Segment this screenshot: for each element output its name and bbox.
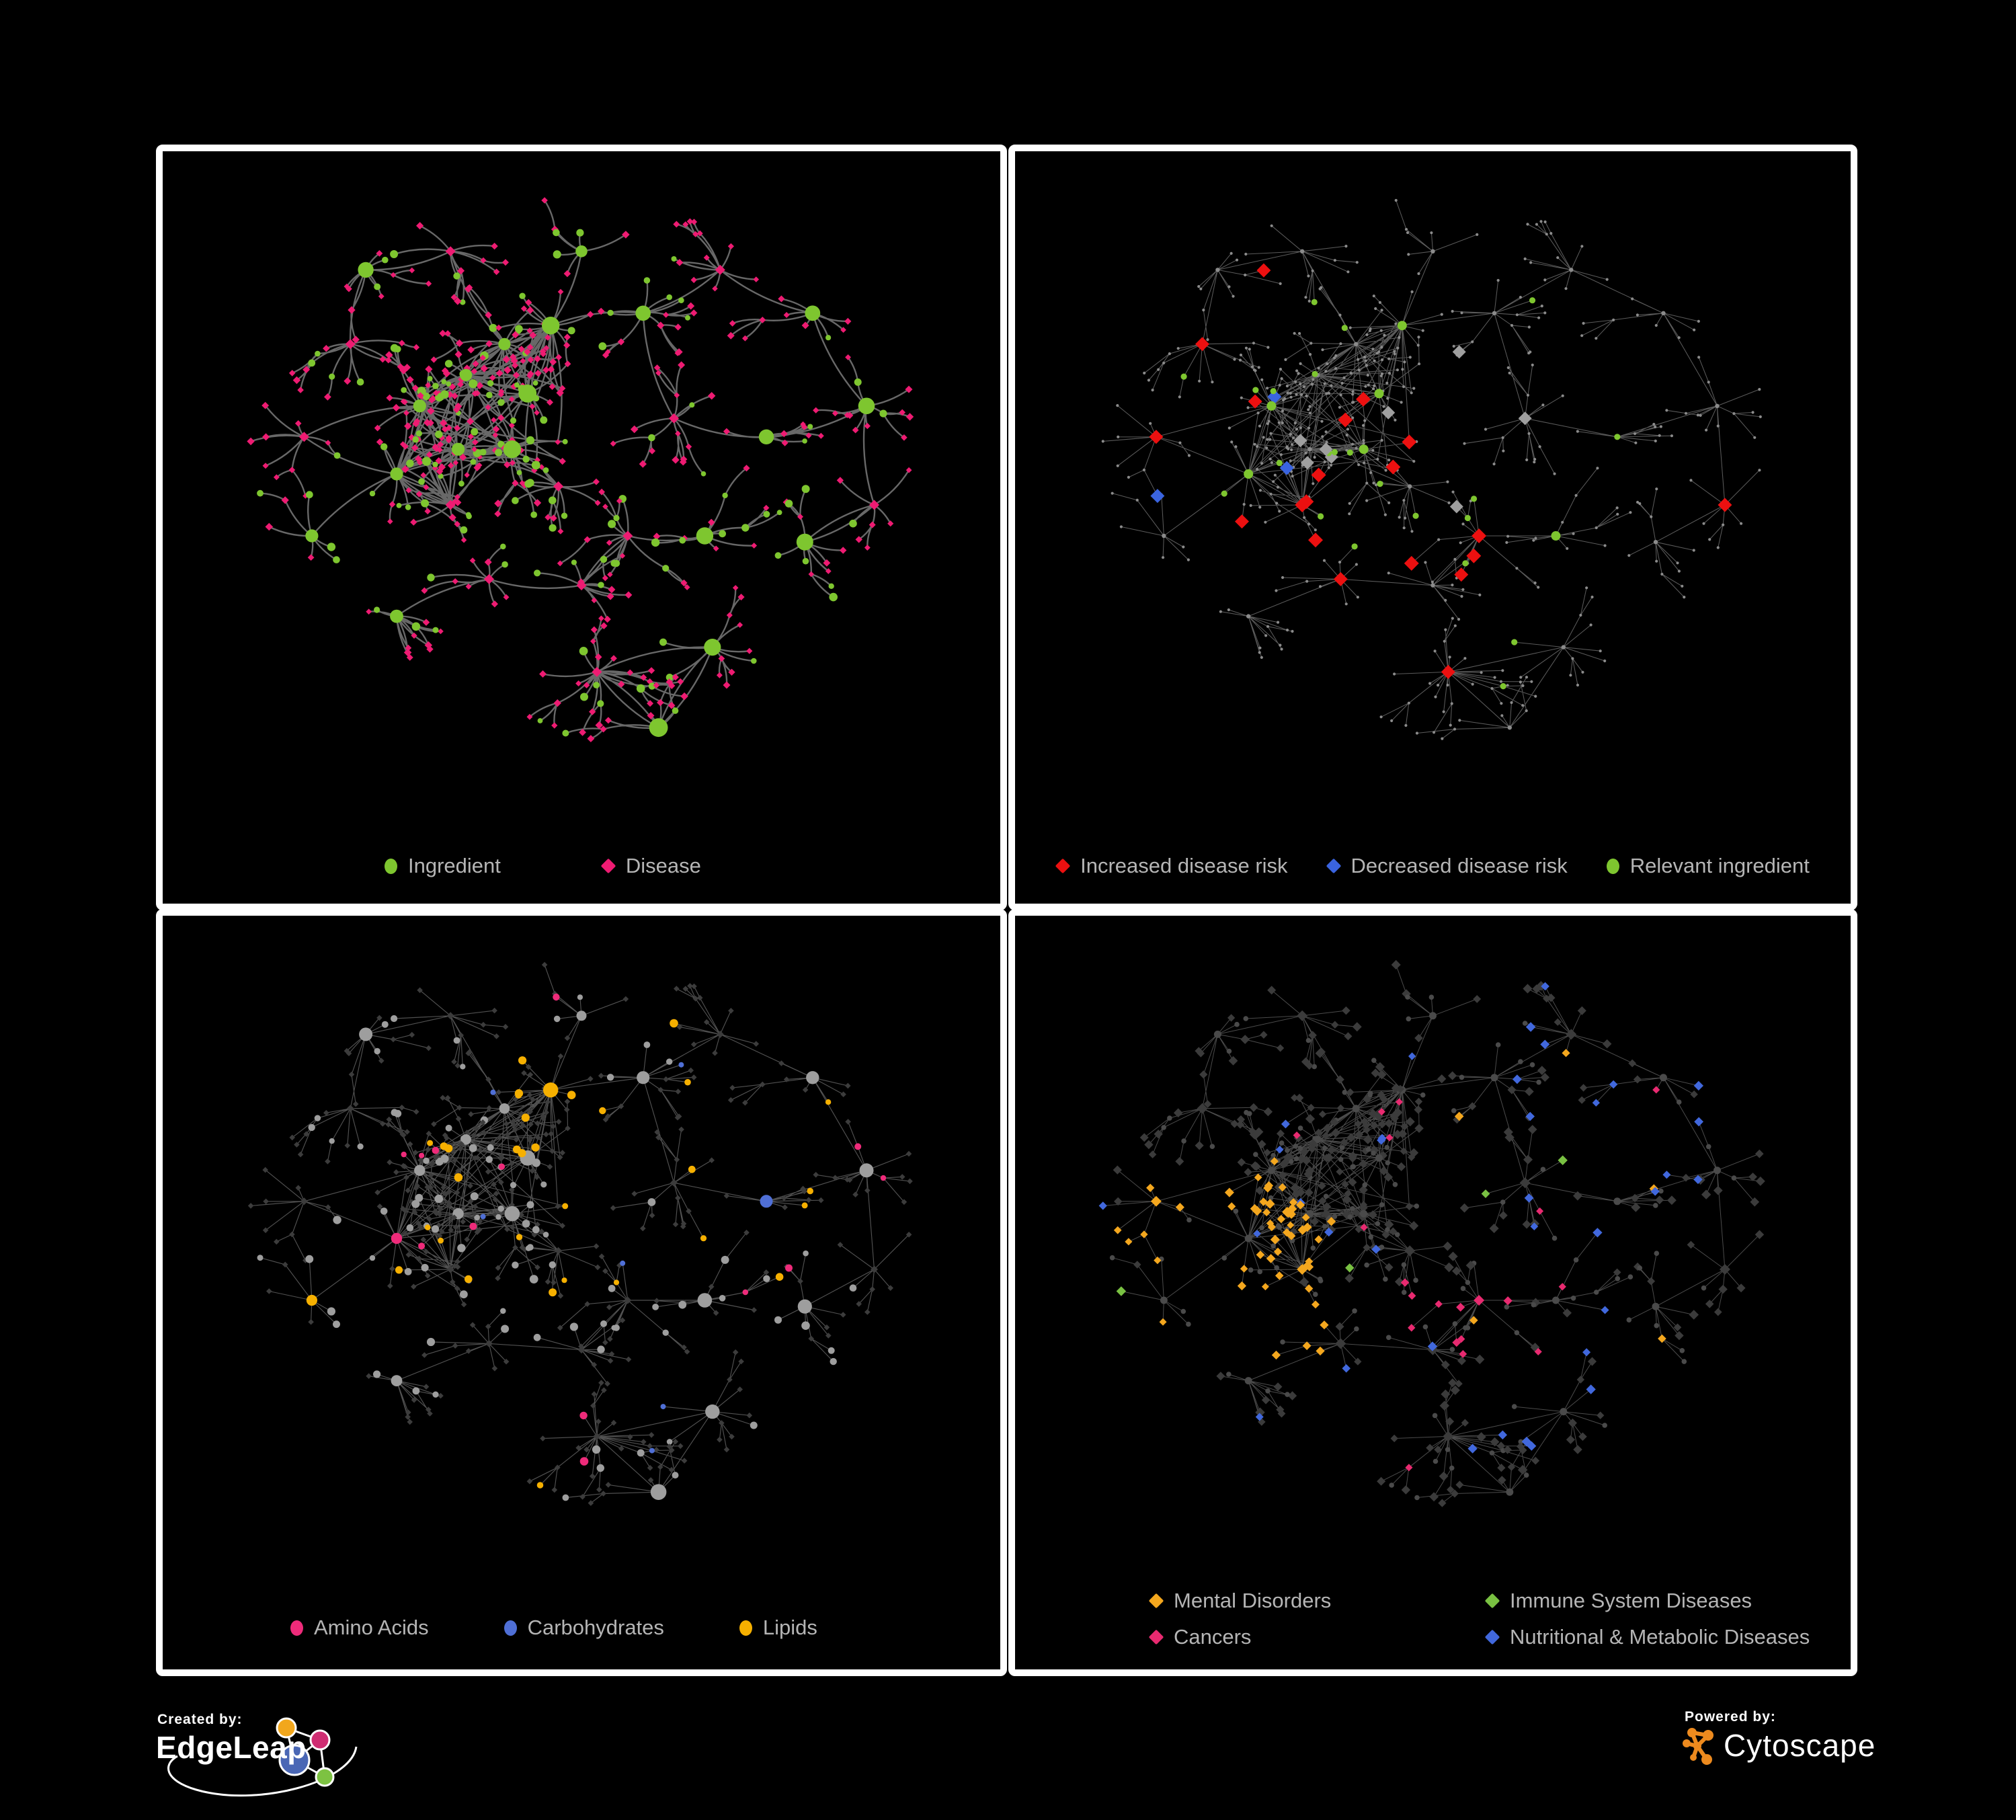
diamond-swatch: [600, 858, 616, 874]
diamond-swatch: [1484, 1593, 1500, 1609]
diamond-swatch: [1148, 1593, 1164, 1609]
legend-label: Carbohydrates: [527, 1616, 664, 1639]
legend-item-ingredient: Ingredient: [385, 854, 501, 878]
network-highlight-nodes: [306, 993, 887, 1489]
legend-label: Relevant ingredient: [1629, 854, 1810, 877]
legend-disease-risk: Increased disease risk Decreased disease …: [1015, 854, 1851, 878]
legend-label: Mental Disorders: [1174, 1589, 1332, 1612]
network-graph-disease-classes: [1098, 959, 1765, 1507]
network-edges: [250, 200, 910, 740]
powered-by-label: Powered by:: [1685, 1709, 1776, 1725]
legend-item-immune-system-diseases: Immune System Diseases: [1484, 1589, 1851, 1613]
legend-label: Immune System Diseases: [1510, 1589, 1752, 1612]
network-highlight-nodes: [1149, 263, 1732, 690]
network-nodes: [1109, 959, 1765, 1507]
legend-item-lipids: Lipids: [739, 1616, 817, 1640]
legend-disease-classes: Mental Disorders Immune System Diseases Ca…: [1015, 1589, 1851, 1649]
panel-nutrient-classes: Amino Acids Carbohydrates Lipids: [156, 909, 1007, 1676]
circle-swatch: [385, 858, 397, 874]
edgeleap-wordmark: EdgeLeap: [156, 1730, 307, 1765]
legend-item-nutritional-metabolic-diseases: Nutritional & Metabolic Diseases: [1484, 1625, 1851, 1649]
legend-item-increased-disease-risk: Increased disease risk: [1055, 854, 1288, 878]
legend-label: Increased disease risk: [1080, 854, 1288, 877]
cytoscape-wordmark: Cytoscape: [1724, 1728, 1876, 1763]
legend-item-carbohydrates: Carbohydrates: [503, 1616, 664, 1640]
legend-ingredient-disease: Ingredient Disease: [163, 854, 1000, 878]
edgeleap-logo-icon: [167, 1717, 358, 1797]
network-graph-nutrient-classes: [247, 961, 913, 1506]
cytoscape-icon-nodes: [1683, 1728, 1713, 1765]
panel-ingredient-disease: Ingredient Disease: [156, 145, 1007, 910]
edgeleap-node-green: [315, 1767, 335, 1787]
legend-item-relevant-ingredient: Relevant ingredient: [1606, 854, 1810, 878]
network-edges: [1102, 964, 1761, 1503]
cytoscape-icon: [1683, 1728, 1713, 1765]
diamond-swatch: [1148, 1629, 1164, 1645]
legend-label: Lipids: [762, 1616, 817, 1639]
legend-nutrient-classes: Amino Acids Carbohydrates Lipids: [163, 1616, 1000, 1640]
legend-label: Amino Acids: [314, 1616, 429, 1639]
panel-disease-risk: Increased disease risk Decreased disease …: [1008, 145, 1857, 910]
legend-label: Disease: [625, 854, 701, 877]
panel-disease-classes: Mental Disorders Immune System Diseases Ca…: [1008, 909, 1857, 1676]
network-nodes: [247, 961, 913, 1506]
created-by-block: Created by: EdgeLeap: [155, 1708, 376, 1815]
edgeleap-node-blue: [278, 1744, 311, 1776]
network-nodes: [247, 197, 914, 742]
legend-item-cancers: Cancers: [1148, 1625, 1486, 1649]
legend-label: Cancers: [1174, 1625, 1252, 1649]
edgeleap-node-orange: [276, 1717, 297, 1739]
network-highlight-nodes: [305, 245, 875, 738]
network-edges: [1102, 200, 1761, 740]
diamond-swatch: [1484, 1629, 1500, 1645]
edgeleap-swoosh: [167, 1746, 358, 1797]
network-graph-ingredient-disease: [247, 197, 914, 742]
edgeleap-node-pink: [309, 1729, 331, 1751]
network-nodes: [1101, 198, 1762, 740]
network-highlight-nodes: [1098, 982, 1704, 1472]
legend-label: Decreased disease risk: [1350, 854, 1568, 877]
diamond-swatch: [1326, 858, 1341, 874]
legend-label: Nutritional & Metabolic Diseases: [1510, 1625, 1810, 1649]
legend-label: Ingredient: [408, 854, 501, 877]
legend-item-decreased-disease-risk: Decreased disease risk: [1326, 854, 1568, 878]
diamond-swatch: [1055, 858, 1071, 874]
circle-swatch: [503, 1620, 517, 1636]
network-edges: [251, 964, 910, 1504]
network-graph-disease-risk: [1101, 198, 1762, 740]
circle-swatch: [739, 1620, 752, 1636]
circle-swatch: [290, 1620, 303, 1636]
legend-item-mental-disorders: Mental Disorders: [1148, 1589, 1486, 1613]
created-by-label: Created by:: [157, 1712, 243, 1727]
legend-item-disease: Disease: [600, 854, 701, 878]
legend-item-amino-acids: Amino Acids: [290, 1616, 429, 1640]
circle-swatch: [1606, 858, 1619, 874]
powered-by-block: Powered by: Cytoscape: [1682, 1709, 1964, 1810]
